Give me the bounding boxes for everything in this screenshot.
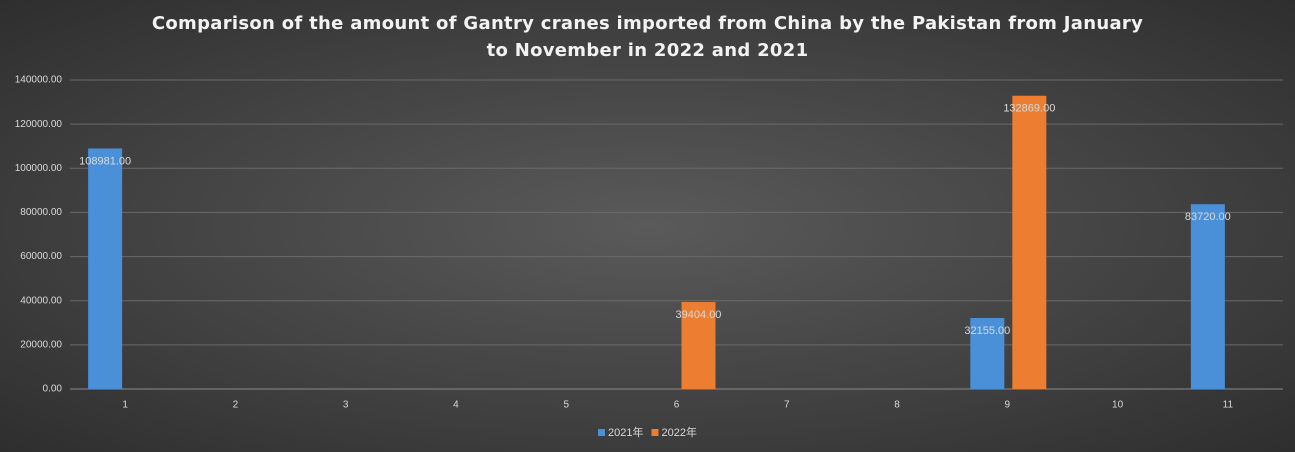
legend-swatch xyxy=(598,429,605,436)
x-tick-label: 5 xyxy=(563,400,569,411)
x-tick-label: 1 xyxy=(122,400,128,411)
x-tick-label: 6 xyxy=(674,400,680,411)
data-label: 83720.00 xyxy=(1185,211,1231,223)
y-tick-label: 40000.00 xyxy=(20,295,62,306)
y-tick-label: 120000.00 xyxy=(15,119,63,130)
y-tick-label: 0.00 xyxy=(43,384,63,395)
x-tick-label: 7 xyxy=(784,400,790,411)
data-label: 108981.00 xyxy=(79,155,131,167)
y-tick-label: 60000.00 xyxy=(20,251,62,262)
y-tick-label: 80000.00 xyxy=(20,207,62,218)
y-tick-label: 100000.00 xyxy=(15,163,63,174)
y-tick-label: 20000.00 xyxy=(20,339,62,350)
legend-label: 2022年 xyxy=(661,425,696,439)
legend-label: 2021年 xyxy=(608,425,643,439)
data-label: 132869.00 xyxy=(1003,103,1055,115)
bar xyxy=(1012,95,1047,389)
x-tick-label: 3 xyxy=(343,400,349,411)
x-tick-label: 2 xyxy=(233,400,239,411)
x-tick-label: 8 xyxy=(894,400,900,411)
bar xyxy=(88,148,123,389)
bar xyxy=(681,302,716,389)
bar xyxy=(970,318,1005,389)
chart-title: Comparison of the amount of Gantry crane… xyxy=(151,13,1144,61)
data-label: 32155.00 xyxy=(964,325,1010,337)
data-label: 39404.00 xyxy=(676,309,722,321)
x-tick-label: 10 xyxy=(1112,400,1124,411)
y-tick-label: 140000.00 xyxy=(15,75,63,86)
bar xyxy=(1190,204,1225,389)
x-tick-label: 11 xyxy=(1223,400,1234,411)
x-tick-label: 9 xyxy=(1005,400,1011,411)
legend-swatch xyxy=(651,429,659,436)
x-tick-label: 4 xyxy=(453,400,459,411)
